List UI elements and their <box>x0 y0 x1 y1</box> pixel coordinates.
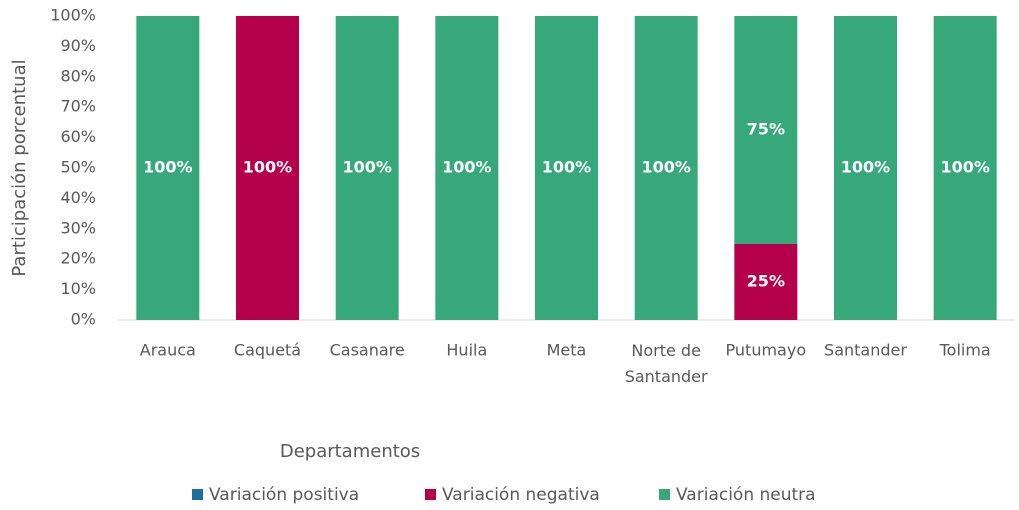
y-tick-label: 100% <box>50 6 96 25</box>
x-tick-label: Meta <box>547 341 587 360</box>
legend-label: Variación positiva <box>209 485 359 505</box>
x-tick-label: Norte de Santander <box>625 341 708 386</box>
value-label: 100% <box>641 158 690 177</box>
legend-swatch <box>192 489 203 500</box>
x-axis-title: Departamentos <box>280 441 420 462</box>
value-label: 100% <box>442 158 491 177</box>
y-tick-label: 60% <box>60 127 96 146</box>
bar-segment <box>933 16 997 320</box>
bar-segment <box>734 16 798 244</box>
value-label: 100% <box>542 158 591 177</box>
bar-segment <box>535 16 598 320</box>
y-tick-label: 20% <box>60 249 96 268</box>
x-tick-label: Casanare <box>330 341 405 360</box>
y-axis-title: Participación porcentual <box>9 59 30 276</box>
x-tick-label: Caquetá <box>234 341 301 360</box>
y-tick-label: 0% <box>71 310 96 329</box>
bar-segment <box>435 16 499 320</box>
bar-segment <box>634 16 698 320</box>
legend-swatch <box>659 489 670 500</box>
bar-segment <box>734 244 798 320</box>
value-label: 25% <box>747 272 785 291</box>
x-tick-label: Arauca <box>140 341 196 360</box>
x-tick-label: Putumayo <box>726 341 807 360</box>
x-tick-label: Tolima <box>939 341 991 360</box>
value-label: 100% <box>342 158 391 177</box>
y-tick-label: 90% <box>60 36 96 55</box>
bar-segment <box>335 16 399 320</box>
legend-swatch <box>425 489 436 500</box>
x-tick-label: Huila <box>446 341 487 360</box>
value-label: 75% <box>747 120 785 139</box>
y-tick-label: 80% <box>60 66 96 85</box>
bar-segment <box>236 16 299 320</box>
y-tick-label: 50% <box>60 158 96 177</box>
x-tick-label: Santander <box>824 341 907 360</box>
y-tick-label: 30% <box>60 218 96 237</box>
y-tick-label: 10% <box>60 279 96 298</box>
bar-segment <box>136 16 200 320</box>
y-tick-label: 40% <box>60 188 96 207</box>
legend-label: Variación neutra <box>676 485 816 505</box>
value-label: 100% <box>940 158 989 177</box>
value-label: 100% <box>841 158 890 177</box>
y-tick-label: 70% <box>60 97 96 116</box>
bar-segment <box>834 16 897 320</box>
value-label: 100% <box>243 158 292 177</box>
legend-label: Variación negativa <box>442 485 600 505</box>
value-label: 100% <box>143 158 192 177</box>
